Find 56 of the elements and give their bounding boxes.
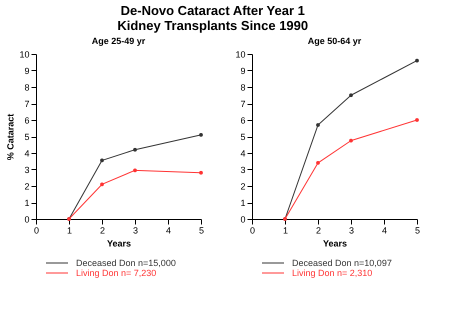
y-axis-title: % Cataract [5,114,16,160]
legend-label: Deceased Don n=10,097 [292,258,392,268]
point [316,161,320,165]
x-tick-label: 3 [132,226,138,236]
x-tick-label: 1 [282,226,288,236]
y-tick-label: 4 [240,148,246,158]
x-tick-label: 0 [34,226,40,236]
x-tick-label: 4 [166,226,172,236]
chart-title: De-Novo Cataract After Year 1 Kidney Transplants Since 1990 [117,3,308,33]
y-tick-label: 5 [240,132,246,142]
y-tick-label: 8 [240,82,246,92]
x-tick-label: 1 [66,226,72,236]
x-tick-label: 0 [250,226,256,236]
x-axis-title: Years [106,238,132,248]
point [415,118,419,122]
point [133,168,137,172]
y-tick-label: 8 [24,82,30,92]
y-tick-label: 2 [24,182,30,192]
y-tick-label: 7 [24,99,30,109]
y-tick-label: 10 [235,50,246,60]
y-tick-label: 5 [24,132,30,142]
y-tick-label: 1 [240,198,246,208]
x-axis-title: Years [322,238,348,248]
point [415,58,419,62]
point [100,182,104,186]
x-tick-label: 2 [100,226,106,236]
y-tick-label: 6 [24,116,30,126]
point [349,138,353,142]
y-tick-label: 7 [240,99,246,109]
point [349,93,353,98]
x-tick-label: 5 [198,226,204,236]
x-tick-label: 5 [414,226,420,236]
y-tick-label: 10 [19,50,30,60]
y-tick-label: 4 [24,148,30,158]
y-tick-label: 6 [240,116,246,126]
point [199,132,203,137]
legend-label: Deceased Don n=15,000 [76,258,176,268]
legend-label: Living Don n= 2,310 [292,268,372,278]
y-tick-label: 3 [24,165,30,175]
point [316,123,320,127]
x-tick-label: 2 [316,226,322,236]
y-tick-label: 9 [240,66,246,76]
point [100,158,104,162]
y-tick-label: 1 [24,198,30,208]
y-tick-label: 0 [240,214,246,224]
y-tick-label: 9 [24,66,30,76]
y-tick-label: 2 [240,182,246,192]
legend-label: Living Don n= 7,230 [76,268,156,278]
x-tick-label: 3 [348,226,354,236]
chart-subtitle: Age 25-49 yr [92,36,146,46]
chart-subtitle: Age 50-64 yr [308,36,362,46]
y-tick-label: 3 [240,165,246,175]
point [199,170,203,175]
point [133,148,137,152]
x-tick-label: 4 [382,226,388,236]
y-tick-label: 0 [24,214,30,224]
